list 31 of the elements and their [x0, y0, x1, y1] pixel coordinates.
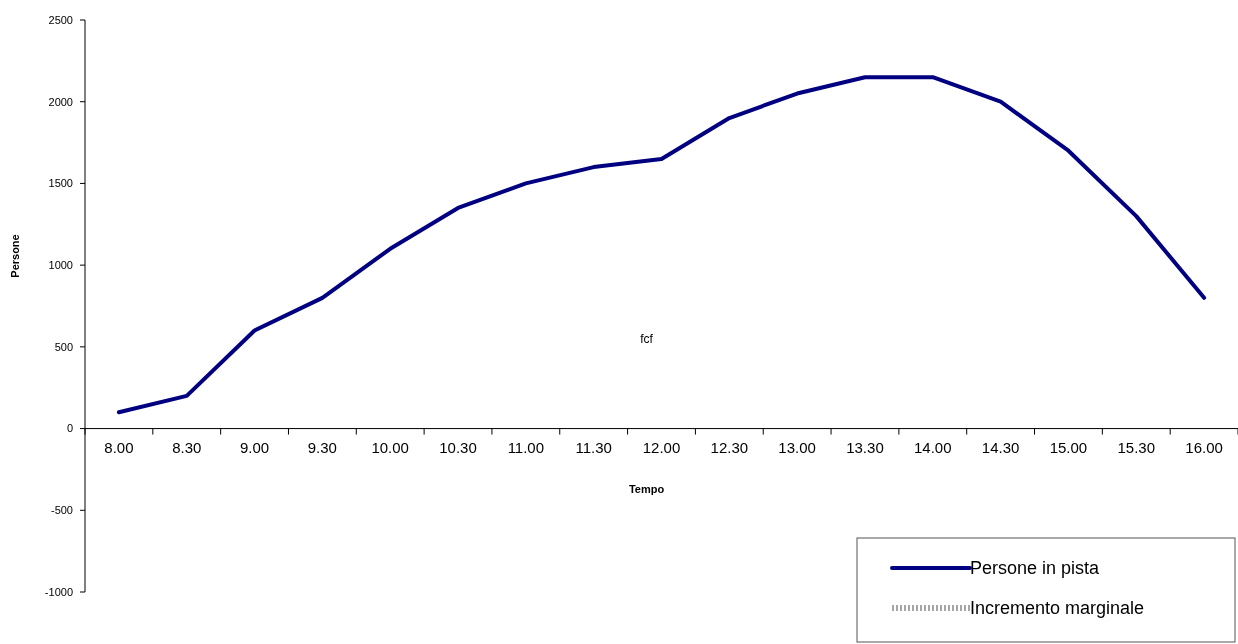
x-tick-label: 9.00 — [239, 438, 270, 456]
x-tick-label: 14.30 — [981, 438, 1020, 456]
x-tick-label: 15.00 — [1049, 438, 1088, 456]
x-tick-label: 9.30 — [307, 438, 337, 456]
x-tick-label: 12.30 — [710, 438, 749, 456]
y-tick-label: -1000 — [44, 585, 73, 598]
x-tick-label: 12.00 — [642, 438, 681, 456]
x-tick-label: 14.00 — [914, 438, 952, 456]
y-tick-label: 0 — [66, 422, 73, 435]
x-tick-label: 10.00 — [371, 438, 409, 456]
x-tick-label: 16.00 — [1185, 438, 1223, 456]
x-tick-label: 8.30 — [172, 438, 202, 456]
y-tick-label: -500 — [50, 504, 73, 517]
legend-label: Incremento marginale — [970, 598, 1145, 619]
x-tick-label: 15.30 — [1117, 438, 1156, 456]
x-tick-label: 11.30 — [575, 438, 612, 456]
x-tick-label: 8.00 — [104, 438, 134, 456]
x-tick-label: 10.30 — [439, 438, 477, 456]
annotation: fcf — [640, 331, 654, 346]
x-tick-label: 13.30 — [846, 438, 884, 456]
y-tick-label: 1000 — [48, 258, 73, 271]
line-series — [116, 75, 1207, 415]
y-tick-label: 500 — [54, 340, 73, 353]
legend-label: Persone in pista — [970, 558, 1101, 579]
x-tick-label: 13.00 — [778, 438, 816, 456]
y-tick-label: 2500 — [48, 13, 73, 26]
x-tick-label: 11.00 — [507, 438, 545, 456]
x-axis-title: Tempo — [628, 482, 665, 495]
y-tick-label: 1500 — [48, 177, 73, 190]
y-tick-label: 2000 — [48, 95, 73, 108]
y-axis-title: Persone — [9, 234, 21, 278]
